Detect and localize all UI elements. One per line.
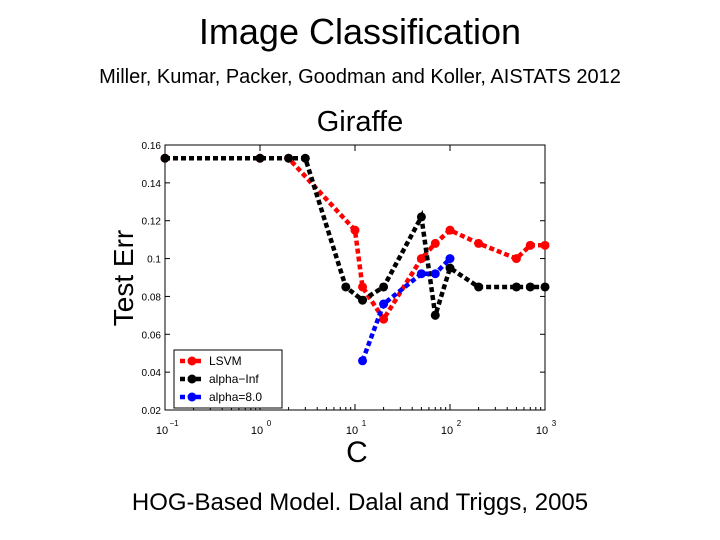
chart: Giraffe 0.02 0.04 0.06 0.08 0.1 0.12 0.14 0.16 1… bbox=[108, 106, 557, 469]
data-point bbox=[160, 153, 170, 163]
y-tick-label: 0.02 bbox=[142, 406, 162, 417]
x-tick-label-exponent: 0 bbox=[267, 419, 272, 428]
data-point bbox=[511, 254, 521, 264]
data-point bbox=[350, 225, 360, 235]
slide-title: Image Classification bbox=[198, 11, 522, 52]
data-point bbox=[416, 254, 426, 264]
data-point bbox=[284, 153, 294, 163]
chart-title: Giraffe bbox=[317, 106, 404, 138]
series-line bbox=[360, 257, 452, 362]
data-point bbox=[474, 282, 484, 292]
legend-item: alpha=8.0 bbox=[180, 390, 262, 404]
data-point bbox=[445, 263, 455, 273]
data-point bbox=[379, 282, 389, 292]
x-tick-label: 10 bbox=[156, 425, 168, 437]
x-tick-label: 10 bbox=[536, 425, 548, 437]
y-tick-label: 0.14 bbox=[142, 179, 162, 190]
x-tick-label: 10 bbox=[251, 425, 263, 437]
y-tick-label: 0.12 bbox=[142, 217, 162, 228]
data-point bbox=[525, 240, 535, 250]
legend-item: LSVM bbox=[180, 354, 242, 368]
data-point bbox=[300, 153, 310, 163]
data-point bbox=[416, 212, 426, 222]
legend-swatch-marker bbox=[187, 392, 197, 402]
legend-item: alpha−Inf bbox=[180, 372, 259, 386]
data-point bbox=[358, 295, 368, 305]
data-point bbox=[358, 356, 368, 366]
data-point bbox=[255, 153, 265, 163]
data-point bbox=[540, 282, 550, 292]
y-tick-label: 0.08 bbox=[142, 292, 162, 303]
data-point bbox=[379, 299, 389, 309]
data-point bbox=[430, 269, 440, 279]
data-point bbox=[430, 238, 440, 248]
data-point bbox=[525, 282, 535, 292]
legend-label: alpha=8.0 bbox=[209, 390, 262, 404]
x-tick-label-exponent: 3 bbox=[552, 419, 557, 428]
series-1 bbox=[160, 153, 550, 320]
x-tick-label-exponent: −1 bbox=[169, 419, 179, 428]
data-point bbox=[358, 282, 368, 292]
data-point bbox=[511, 282, 521, 292]
y-axis-label: Test Err bbox=[108, 230, 139, 326]
legend-swatch-marker bbox=[187, 356, 197, 366]
x-tick-label-exponent: 1 bbox=[362, 419, 367, 428]
data-point bbox=[445, 254, 455, 264]
legend-label: LSVM bbox=[209, 354, 242, 368]
slide-caption: HOG-Based Model. Dalal and Triggs, 2005 bbox=[131, 489, 589, 516]
x-tick-label-exponent: 2 bbox=[457, 419, 462, 428]
y-tick-label: 0.06 bbox=[142, 330, 162, 341]
y-tick-label: 0.1 bbox=[147, 255, 161, 266]
y-tick-label: 0.04 bbox=[142, 368, 162, 379]
x-tick-label: 10 bbox=[346, 425, 358, 437]
x-axis-label: C bbox=[346, 436, 368, 469]
data-point bbox=[430, 310, 440, 320]
legend-swatch-marker bbox=[187, 374, 197, 384]
data-point bbox=[379, 314, 389, 324]
y-tick-label: 0.16 bbox=[142, 141, 162, 152]
x-tick-label: 10 bbox=[441, 425, 453, 437]
series-2 bbox=[358, 254, 455, 366]
series-line bbox=[165, 156, 545, 317]
slide-subtitle: Miller, Kumar, Packer, Goodman and Kolle… bbox=[99, 66, 621, 88]
data-point bbox=[416, 269, 426, 279]
data-point bbox=[540, 240, 550, 250]
data-point bbox=[445, 225, 455, 235]
data-point bbox=[474, 238, 484, 248]
legend-label: alpha−Inf bbox=[209, 372, 259, 386]
data-point bbox=[341, 282, 351, 292]
